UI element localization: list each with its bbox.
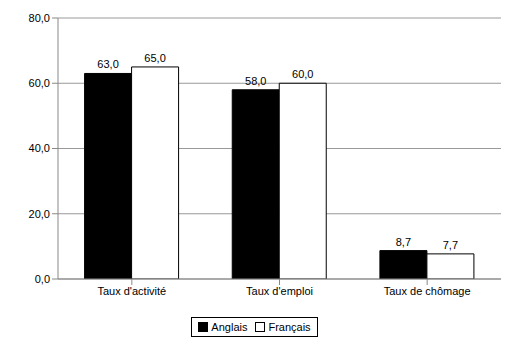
svg-text:80,0: 80,0	[29, 12, 50, 24]
svg-text:58,0: 58,0	[245, 75, 266, 87]
svg-text:Taux d'activité: Taux d'activité	[97, 285, 166, 297]
svg-text:40,0: 40,0	[29, 142, 50, 154]
svg-text:20,0: 20,0	[29, 208, 50, 220]
svg-text:63,0: 63,0	[97, 58, 118, 70]
svg-text:Taux de chômage: Taux de chômage	[384, 285, 471, 297]
svg-text:60,0: 60,0	[292, 68, 313, 80]
html-text:Anglais: Anglais	[211, 321, 248, 333]
svg-text:0,0: 0,0	[35, 273, 50, 285]
svg-text:Taux d'emploi: Taux d'emploi	[246, 285, 313, 297]
svg-text:8,7: 8,7	[396, 236, 411, 248]
svg-text:60,0: 60,0	[29, 77, 50, 89]
svg-text:65,0: 65,0	[144, 52, 165, 64]
svg-text:7,7: 7,7	[443, 239, 458, 251]
html-text:Français: Français	[268, 321, 311, 333]
